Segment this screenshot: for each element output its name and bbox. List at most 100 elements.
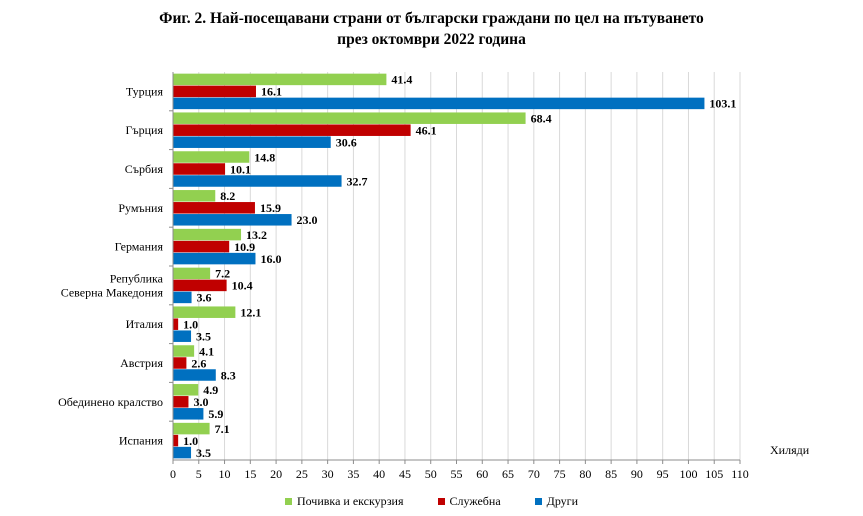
data-label: 8.3 xyxy=(221,368,236,382)
x-tick-label: 60 xyxy=(476,467,488,481)
chart-subtitle: през октомври 2022 година xyxy=(337,31,526,48)
data-label: 13.2 xyxy=(246,228,267,242)
data-label: 23.0 xyxy=(297,213,318,227)
legend-swatch xyxy=(284,498,292,505)
data-labels: 41.4 16.1 103.1 68.4 46.1 30.6 14.810.1 32.7 8.2… xyxy=(183,73,736,460)
axes: 0 5 10 15 20 25 30 35 40 45 50 55 60 65 70 75 80 85 90 95 10… xyxy=(58,72,749,481)
data-label: 7.2 xyxy=(215,267,230,281)
x-tick-label: 70 xyxy=(528,467,540,481)
category-label: Обединено кралство xyxy=(58,395,163,409)
data-label: 4.1 xyxy=(199,344,214,358)
bar xyxy=(173,97,705,110)
legend-label: Други xyxy=(546,494,579,508)
x-tick-label: 25 xyxy=(296,467,308,481)
data-label: 32.7 xyxy=(347,174,368,188)
bar xyxy=(173,446,192,459)
legend-item: Други xyxy=(534,494,579,509)
data-label: 7.1 xyxy=(215,422,230,436)
bar xyxy=(173,306,236,318)
legend-label: Служебна xyxy=(449,494,501,508)
data-label: 3.5 xyxy=(196,446,211,460)
x-tick-label: 20 xyxy=(270,467,282,481)
x-tick-label: 75 xyxy=(554,467,566,481)
bar xyxy=(173,408,204,420)
x-tick-label: 85 xyxy=(605,467,617,481)
bar xyxy=(173,291,192,304)
bars xyxy=(173,73,705,459)
bar xyxy=(173,369,216,381)
bar xyxy=(173,434,179,447)
bar xyxy=(173,279,227,292)
category-label: Република xyxy=(110,271,164,285)
x-tick-label: 45 xyxy=(399,467,411,481)
category-label: Румъния xyxy=(118,201,163,215)
category-label: Австрия xyxy=(120,356,163,370)
bar xyxy=(173,124,411,136)
category-label: Гърция xyxy=(125,123,163,137)
bar xyxy=(173,214,292,226)
x-tick-label: 50 xyxy=(425,467,437,481)
x-tick-label: 40 xyxy=(373,467,385,481)
x-tick-label: 90 xyxy=(631,467,643,481)
x-tick-label: 35 xyxy=(347,467,359,481)
chart-title-block: Фиг. 2. Най-посещавани страни от българс… xyxy=(0,8,863,50)
bar xyxy=(173,228,242,241)
data-label: 12.1 xyxy=(240,305,261,319)
data-label: 3.0 xyxy=(193,395,208,409)
data-label: 3.5 xyxy=(196,329,211,343)
bar xyxy=(173,73,387,86)
data-label: 1.0 xyxy=(183,317,198,331)
data-label: 8.2 xyxy=(220,189,235,203)
x-tick-label: 10 xyxy=(219,467,231,481)
x-tick-label: 105 xyxy=(705,467,723,481)
x-tick-label: 100 xyxy=(679,467,697,481)
bar xyxy=(173,175,342,187)
data-label: 2.6 xyxy=(191,356,206,370)
bar xyxy=(173,384,199,396)
category-label: Италия xyxy=(126,317,164,331)
bar xyxy=(173,267,211,280)
data-label: 15.9 xyxy=(260,201,281,215)
x-tick-label: 5 xyxy=(196,467,202,481)
bar xyxy=(173,330,192,342)
x-tick-label: 110 xyxy=(731,467,749,481)
bar xyxy=(173,163,226,175)
x-tick-label: 30 xyxy=(322,467,334,481)
x-axis-unit-label: Хиляди xyxy=(770,443,810,457)
category-label: Турция xyxy=(126,84,164,98)
bar xyxy=(173,396,189,408)
data-label: 30.6 xyxy=(336,135,357,149)
category-label: Испания xyxy=(119,434,164,448)
bar xyxy=(173,151,250,163)
bar xyxy=(173,252,256,265)
data-label: 46.1 xyxy=(416,123,437,137)
bar xyxy=(173,85,256,98)
data-label: 68.4 xyxy=(531,111,552,125)
x-tick-label: 0 xyxy=(170,467,176,481)
category-label: Германия xyxy=(115,240,164,254)
legend: Почивка и екскурзия Служебна Други xyxy=(0,494,863,509)
data-label: 10.1 xyxy=(230,162,251,176)
bar xyxy=(173,136,331,148)
legend-item: Почивка и екскурзия xyxy=(284,494,404,509)
bar xyxy=(173,345,195,357)
data-label: 16.1 xyxy=(261,85,282,99)
gridlines xyxy=(198,72,741,460)
data-label: 4.9 xyxy=(203,383,218,397)
x-tick-label: 95 xyxy=(657,467,669,481)
chart-title: Фиг. 2. Най-посещавани страни от българс… xyxy=(159,10,704,27)
legend-label: Почивка и екскурзия xyxy=(296,494,404,508)
x-tick-label: 15 xyxy=(244,467,256,481)
bar xyxy=(173,357,187,369)
bar xyxy=(173,202,255,214)
category-label: Сърбия xyxy=(125,162,164,176)
bar xyxy=(173,422,210,435)
data-label: 14.8 xyxy=(254,150,275,164)
data-label: 10.4 xyxy=(232,279,253,293)
bar xyxy=(173,240,230,253)
legend-swatch xyxy=(437,498,445,505)
x-tick-label: 55 xyxy=(451,467,463,481)
data-label: 3.6 xyxy=(197,291,212,305)
data-label: 41.4 xyxy=(391,73,412,87)
